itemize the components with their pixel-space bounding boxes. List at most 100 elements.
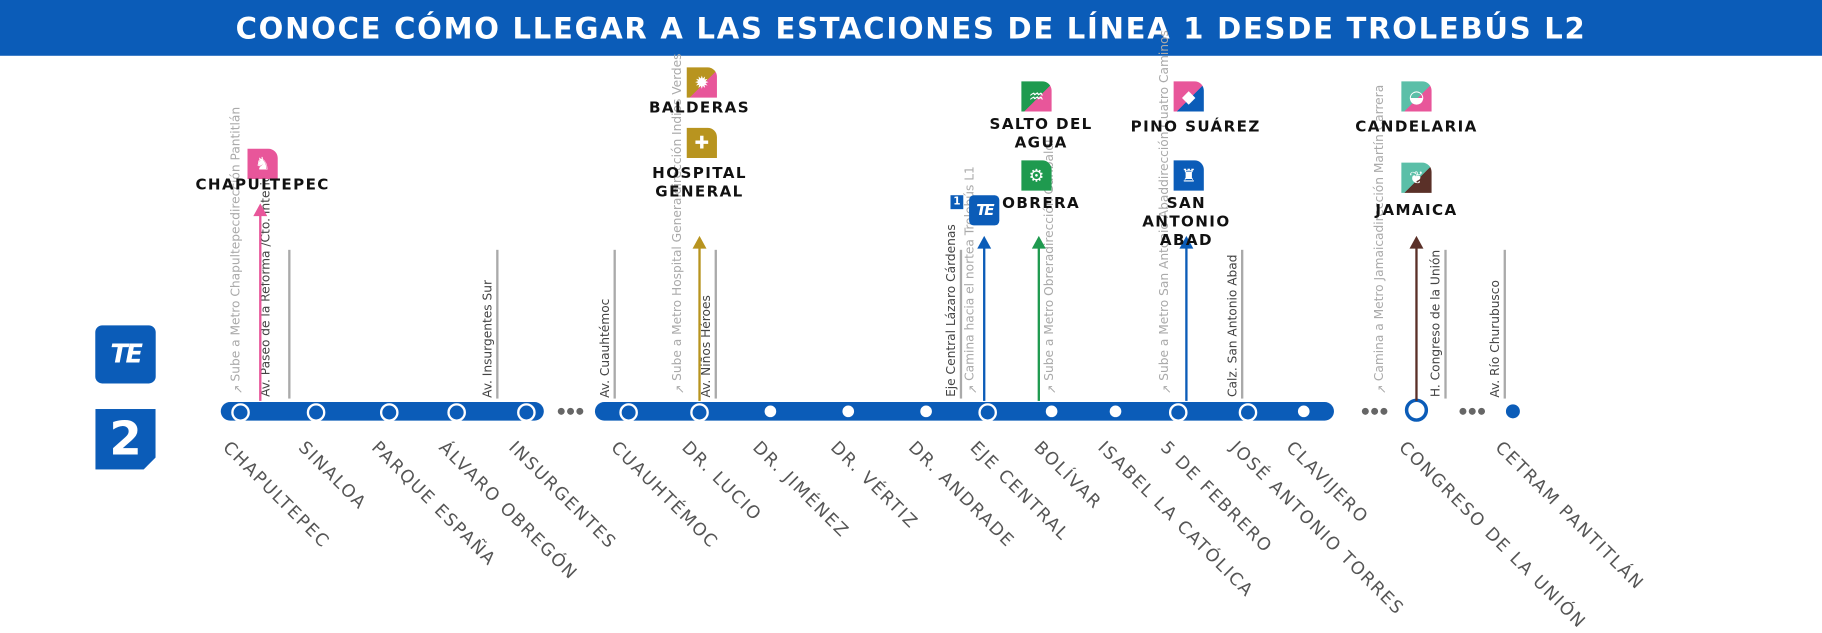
ellipsis-dot [1361,407,1369,415]
saint-statue-icon: ♜ [1173,160,1204,191]
connection-arrow [259,214,262,401]
station-label[interactable]: SINALOA [294,436,372,514]
line-1-badge: 1 [950,195,964,210]
station-marker[interactable] [230,402,250,422]
grasshopper-icon: ♞ [247,148,278,179]
instruction-line: dirección Cuatro Caminos [1157,30,1172,188]
instruction-line: Sube a Metro Obrera [1042,254,1057,382]
fountain-icon: ♒ [1021,81,1052,112]
hospital-cross-icon: ✚ [686,127,717,159]
gear-icon: ⚙ [1021,160,1052,191]
walking-person-icon: ↖ [675,383,685,397]
destination-station-label[interactable]: CHAPULTEPEC [195,176,330,195]
ellipsis-dot [1380,407,1388,415]
instruction-text: Sube a Metro Chapultepecdirección Pantit… [229,107,243,382]
arrow-head-icon [692,235,707,249]
connection-arrow [1185,247,1188,401]
connection-arrow [698,247,701,401]
connection-arrow [983,247,986,401]
street-line [1444,249,1447,399]
line-segment [594,402,1334,421]
station-marker[interactable] [306,402,325,422]
station-marker[interactable] [764,405,777,418]
pyramid-icon: ◆ [1173,81,1204,112]
station-label[interactable]: ÁLVARO OBREGÓN [434,436,583,585]
destination-station-label[interactable]: OBRERA [1002,195,1081,213]
ellipsis-dot [1459,407,1467,415]
street-line [714,249,717,399]
street-label-line: Av. Niños Héroes [699,295,714,398]
street-label-line: H. Congreso de la Unión [1429,250,1444,398]
ellipsis-dot [567,407,575,415]
destination-station-label[interactable]: HOSPITAL GENERAL [652,165,747,202]
page-title: CONOCE CÓMO LLEGAR A LAS ESTACIONES DE L… [235,11,1587,45]
destination-station-label[interactable]: BALDERAS [648,99,751,118]
arrow-head-icon [1409,235,1424,249]
ellipsis-dot [557,407,565,415]
street-line [1503,249,1506,399]
arrow-head-icon [253,203,268,217]
street-line [613,249,616,399]
trolebus-logo-icon: TE [95,325,156,384]
street-label: Eje Central Lázaro Cárdenas [945,225,959,398]
station-marker[interactable] [1297,405,1310,418]
street-label-line: Av. Río Churubusco [1488,279,1503,398]
destination-station-label[interactable]: SALTO DEL AGUA [989,116,1093,153]
station-marker[interactable] [920,405,932,418]
street-label: Av. Niños Héroes [700,295,714,397]
walking-person-icon: ↖ [1161,383,1172,397]
station-marker[interactable] [1109,405,1122,418]
street-label: H. Congreso de la Unión [1429,250,1443,397]
station-marker[interactable] [446,402,466,422]
trolebus-line-1-icon: TE [969,195,1000,226]
instruction-line: Sube a Metro Chapultepec [228,219,243,382]
walking-person-icon: ↖ [1046,383,1057,397]
station-marker[interactable] [516,402,536,422]
connection-arrow [1415,247,1418,401]
destination-station-label[interactable]: PINO SUÁREZ [1130,118,1261,136]
station-marker[interactable] [977,402,997,422]
street-label-line: Av. Insurgentes Sur [481,279,496,398]
station-marker[interactable] [1168,402,1187,422]
ellipsis-dot [1478,407,1486,415]
destination-station-label[interactable]: JAMAICA [1375,202,1458,220]
arrow-head-icon [977,235,992,249]
arrow-head-icon [1179,235,1194,249]
station-marker[interactable] [1404,398,1428,422]
destination-station-label[interactable]: SAN ANTONIO ABAD [1142,195,1231,250]
street-label: Av. Insurgentes Sur [481,280,495,398]
station-marker[interactable] [842,405,855,418]
walking-person-icon: ↖ [1376,383,1387,397]
station-label[interactable]: CONGRESO DE LA UNIÓN [1394,436,1591,633]
destination-station-label[interactable]: CANDELARIA [1355,118,1478,136]
station-marker[interactable] [1238,402,1257,422]
station-marker[interactable] [1045,405,1058,418]
arrow-head-icon [1031,235,1046,249]
instruction-line: Camina a Metro Jamaica [1372,232,1387,382]
street-line [959,249,963,399]
instruction-line: Camina hacia el norte [963,246,978,382]
ellipsis-dot [1371,407,1379,415]
duck-icon: ◒ [1401,81,1432,112]
station-label[interactable]: DR. ANDRADE [904,436,1020,552]
walking-person-icon: ↖ [233,383,244,397]
station-label[interactable]: PARQUE ESPAÑA [367,436,501,571]
connection-arrow [1037,247,1040,401]
street-label-line: Av. Cuauhtémoc [598,298,613,398]
station-marker[interactable] [689,402,709,422]
station-marker[interactable] [618,402,638,422]
street-label: Calz. San Antonio Abad [1226,255,1240,397]
street-label: Av. Río Churubusco [1489,280,1503,398]
station-marker[interactable] [1505,404,1520,419]
cannon-icon: ✹ [686,67,717,98]
station-marker[interactable] [379,402,398,422]
street-line [288,249,291,399]
street-label-line: Calz. San Antonio Abad [1225,254,1240,398]
street-label: Av. Cuauhtémoc [598,298,612,397]
instruction-line: Sube a Metro Hospital General [670,194,685,382]
street-line [1241,249,1244,399]
title-banner: CONOCE CÓMO LLEGAR A LAS ESTACIONES DE L… [0,0,1822,56]
ellipsis-dot [1468,407,1476,415]
corn-icon: ❦ [1401,162,1432,193]
